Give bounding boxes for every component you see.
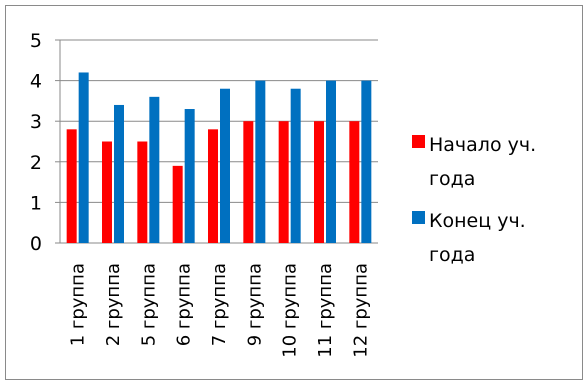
legend-label-start-line1: Начало уч. (429, 134, 537, 156)
x-tick-label-9: 12 группа (350, 263, 371, 358)
axes (55, 39, 378, 244)
legend-label-end: Конец уч. года (429, 204, 526, 272)
x-tick-label-8: 11 группа (315, 263, 336, 358)
y-tick-label-4: 4 (30, 71, 42, 93)
bar-end-1 (78, 72, 89, 243)
bar-start-3 (137, 141, 148, 243)
bar-start-5 (208, 129, 218, 243)
y-tick-label-3: 3 (30, 111, 42, 133)
x-tick-label-6: 9 группа (244, 263, 265, 346)
bar-end-2 (114, 104, 124, 244)
legend-item-end: Конец уч. года (412, 204, 582, 272)
y-tick-label-2: 2 (30, 152, 42, 174)
legend-item-start: Начало уч. года (412, 128, 582, 196)
bar-end-7 (290, 88, 301, 243)
y-tick-label-0: 0 (30, 233, 42, 255)
x-tick-label-5: 7 группа (209, 263, 230, 346)
legend-label-start-line2: года (429, 168, 476, 190)
x-tick-labels: 1 группа 2 группа 5 группа 6 группа 7 группа… (68, 263, 372, 358)
bar-start-4 (172, 165, 183, 243)
x-tick-label-3: 5 группа (138, 263, 159, 346)
x-tick-label-7: 10 группа (280, 263, 301, 358)
legend-swatch-end (412, 211, 425, 224)
bars (66, 72, 372, 244)
bar-end-3 (149, 96, 160, 243)
x-tick-label-4: 6 группа (174, 263, 195, 346)
legend-label-end-line2: года (429, 244, 476, 266)
bar-start-9 (349, 121, 360, 243)
y-tick-labels: 0 1 2 3 4 5 (30, 30, 42, 255)
x-tick-label-1: 1 группа (68, 263, 89, 346)
gridlines (60, 39, 378, 203)
bar-end-6 (255, 80, 266, 243)
legend-swatch-start (412, 135, 425, 148)
bar-start-6 (243, 121, 254, 243)
bar-start-7 (278, 121, 289, 243)
y-tick-label-1: 1 (30, 192, 42, 214)
legend-label-start: Начало уч. года (429, 128, 536, 196)
bar-start-8 (314, 121, 324, 243)
bar-start-1 (66, 129, 77, 243)
x-tick-label-2: 2 группа (103, 263, 124, 346)
y-tick-label-5: 5 (30, 30, 42, 52)
bar-end-9 (361, 80, 372, 243)
legend: Начало уч. года Конец уч. года (412, 128, 582, 280)
bar-end-8 (326, 80, 336, 243)
bar-end-4 (184, 109, 195, 244)
bar-end-5 (220, 88, 230, 243)
bar-start-2 (102, 141, 112, 243)
legend-label-end-line1: Конец уч. (429, 210, 526, 232)
